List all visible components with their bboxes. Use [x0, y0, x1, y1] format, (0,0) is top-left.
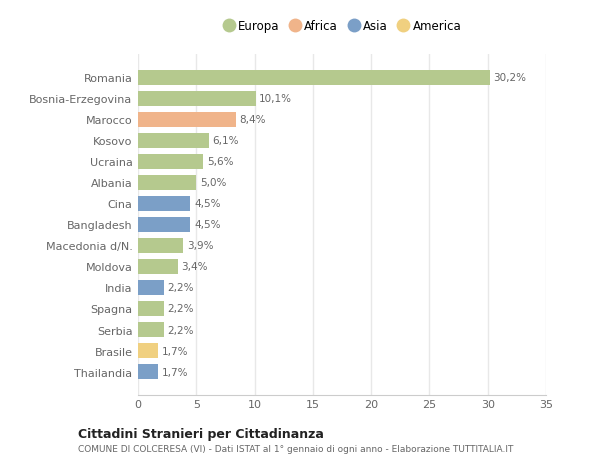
Bar: [138, 112, 236, 128]
Text: 5,0%: 5,0%: [200, 178, 226, 188]
Bar: [138, 91, 256, 106]
Text: 4,5%: 4,5%: [194, 199, 220, 209]
Bar: [138, 218, 190, 232]
Bar: [138, 71, 490, 86]
Text: 1,7%: 1,7%: [161, 346, 188, 356]
Bar: [138, 364, 158, 379]
Bar: [138, 154, 203, 169]
Text: 2,2%: 2,2%: [167, 325, 194, 335]
Bar: [138, 301, 164, 316]
Text: Cittadini Stranieri per Cittadinanza: Cittadini Stranieri per Cittadinanza: [78, 427, 324, 440]
Text: 2,2%: 2,2%: [167, 283, 194, 293]
Bar: [138, 259, 178, 274]
Text: 3,4%: 3,4%: [181, 262, 208, 272]
Text: 2,2%: 2,2%: [167, 304, 194, 314]
Text: 5,6%: 5,6%: [207, 157, 233, 167]
Text: 10,1%: 10,1%: [259, 94, 292, 104]
Text: 3,9%: 3,9%: [187, 241, 214, 251]
Bar: [138, 280, 164, 296]
Text: 4,5%: 4,5%: [194, 220, 220, 230]
Bar: [138, 175, 196, 190]
Text: 1,7%: 1,7%: [161, 367, 188, 377]
Text: 8,4%: 8,4%: [239, 115, 266, 125]
Legend: Europa, Africa, Asia, America: Europa, Africa, Asia, America: [223, 20, 461, 33]
Text: 30,2%: 30,2%: [494, 73, 527, 83]
Bar: [138, 196, 190, 212]
Bar: [138, 238, 184, 253]
Text: 6,1%: 6,1%: [212, 136, 239, 146]
Text: COMUNE DI COLCERESA (VI) - Dati ISTAT al 1° gennaio di ogni anno - Elaborazione : COMUNE DI COLCERESA (VI) - Dati ISTAT al…: [78, 444, 514, 453]
Bar: [138, 134, 209, 149]
Bar: [138, 322, 164, 337]
Bar: [138, 343, 158, 358]
